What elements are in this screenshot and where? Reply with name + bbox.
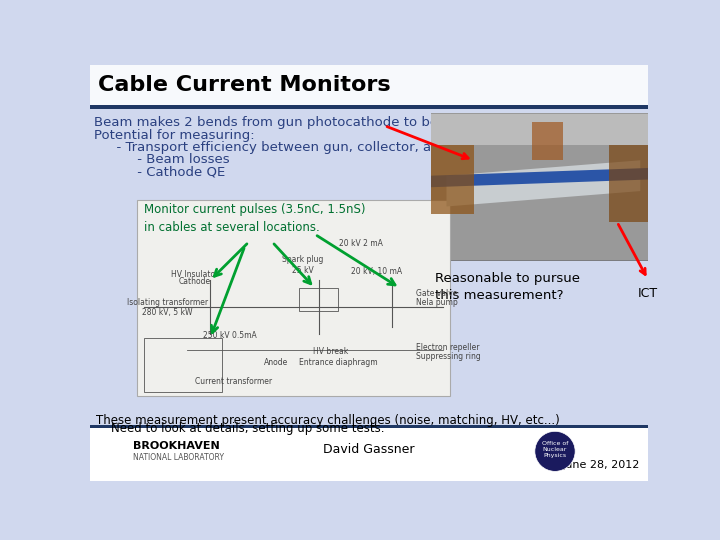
Text: Current transformer: Current transformer bbox=[195, 377, 272, 386]
Bar bbox=[431, 114, 648, 145]
Text: Monitor current pulses (3.5nC, 1.5nS)
in cables at several locations.: Monitor current pulses (3.5nC, 1.5nS) in… bbox=[144, 204, 366, 234]
Text: HV break: HV break bbox=[312, 347, 348, 355]
Bar bbox=[90, 65, 648, 105]
Text: Reasonable to pursue
this measurement?: Reasonable to pursue this measurement? bbox=[435, 272, 580, 302]
Bar bbox=[137, 200, 451, 396]
Polygon shape bbox=[431, 168, 648, 187]
Text: Nela pump: Nela pump bbox=[415, 298, 457, 307]
Text: BROOKHAVEN: BROOKHAVEN bbox=[132, 441, 220, 451]
Text: Cable Current Monitors: Cable Current Monitors bbox=[98, 75, 390, 95]
Polygon shape bbox=[446, 160, 640, 206]
Text: Anode: Anode bbox=[264, 358, 288, 367]
Text: Electron repeller: Electron repeller bbox=[415, 343, 479, 352]
Text: ICT: ICT bbox=[638, 287, 658, 300]
Text: NATIONAL LABORATORY: NATIONAL LABORATORY bbox=[132, 453, 224, 462]
Text: Entrance diaphragm: Entrance diaphragm bbox=[299, 358, 377, 367]
Bar bbox=[144, 338, 222, 392]
Text: Spark plug
25 kV: Spark plug 25 kV bbox=[282, 255, 324, 275]
Text: - Beam losses: - Beam losses bbox=[116, 153, 229, 166]
Bar bbox=[431, 112, 648, 260]
Text: Office of
Nuclear
Physics: Office of Nuclear Physics bbox=[542, 441, 568, 458]
Bar bbox=[90, 105, 648, 109]
Text: Beam makes 2 bends from gun photocathode to beam ICT: Beam makes 2 bends from gun photocathode… bbox=[94, 117, 485, 130]
Text: HV Insulator: HV Insulator bbox=[171, 269, 218, 279]
Circle shape bbox=[535, 431, 575, 471]
Text: - Cathode QE: - Cathode QE bbox=[116, 166, 225, 179]
Text: Gate valve: Gate valve bbox=[415, 289, 457, 298]
Text: 20 kV, 10 mA: 20 kV, 10 mA bbox=[351, 267, 402, 276]
Bar bbox=[609, 145, 648, 222]
Text: These measurement present accuracy challenges (noise, matching, HV, etc...): These measurement present accuracy chall… bbox=[96, 414, 560, 427]
Text: David Gassner: David Gassner bbox=[323, 443, 415, 456]
Text: Isolating transformer
280 kV, 5 kW: Isolating transformer 280 kV, 5 kW bbox=[127, 298, 208, 317]
Bar bbox=[300, 288, 338, 311]
Text: Suppressing ring: Suppressing ring bbox=[415, 352, 480, 361]
Bar bbox=[532, 122, 563, 160]
Text: Need to look at details, setting up some tests.: Need to look at details, setting up some… bbox=[96, 422, 384, 435]
Text: - Transport efficiency between gun, collector, and ground.: - Transport efficiency between gun, coll… bbox=[108, 141, 504, 154]
Text: Potential for measuring:: Potential for measuring: bbox=[94, 129, 254, 141]
Bar bbox=[431, 112, 648, 260]
Bar bbox=[90, 425, 648, 428]
Text: 20 kV 2 mA: 20 kV 2 mA bbox=[339, 239, 383, 248]
Text: 250 kV 0.5mA: 250 kV 0.5mA bbox=[202, 331, 256, 340]
Text: Cathode: Cathode bbox=[179, 277, 211, 286]
Text: June 28, 2012: June 28, 2012 bbox=[563, 460, 640, 470]
Bar bbox=[431, 145, 474, 214]
Bar bbox=[90, 428, 648, 481]
